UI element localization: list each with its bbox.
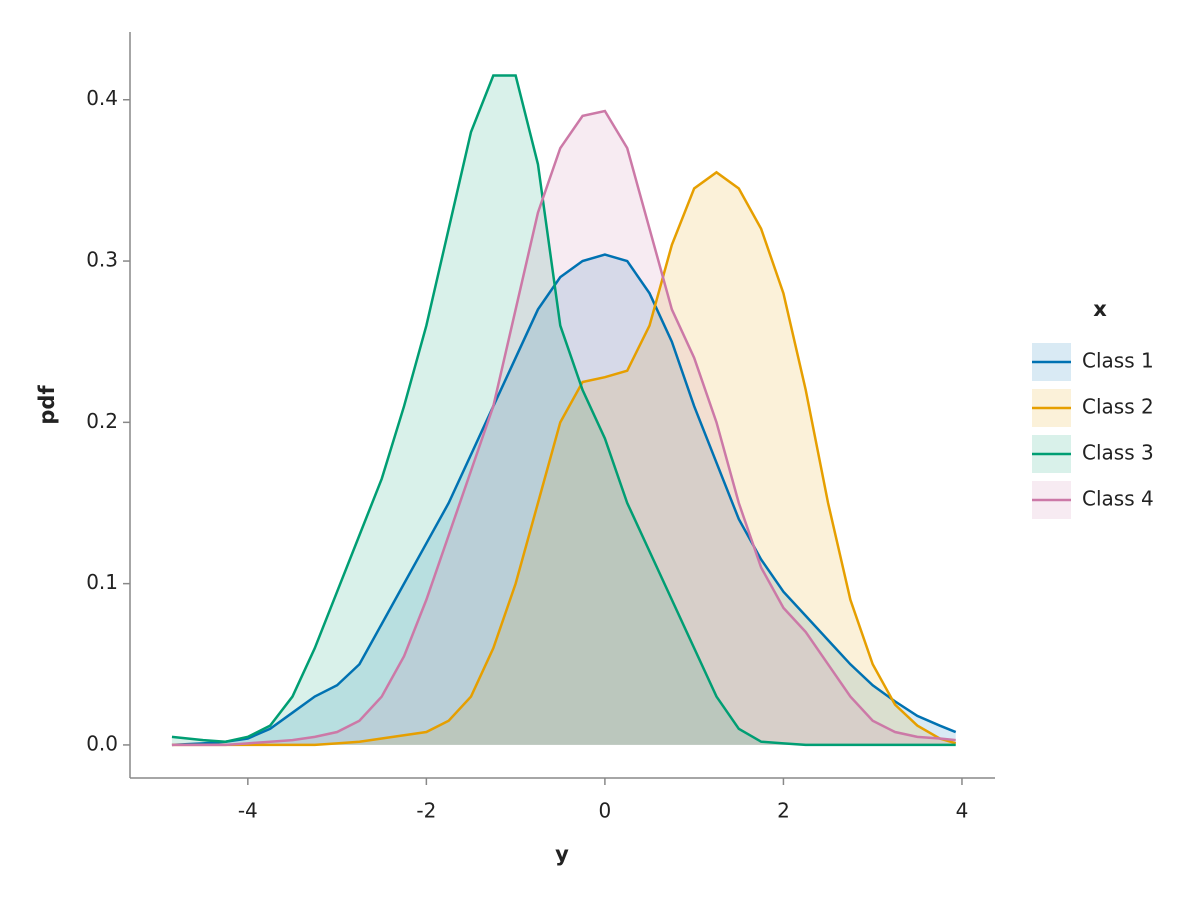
y-tick-label: 0.1 (86, 570, 118, 594)
x-axis-label: y (555, 842, 569, 866)
y-tick-label: 0.3 (86, 248, 118, 272)
legend-label: Class 1 (1082, 349, 1154, 373)
density-line (171, 253, 957, 747)
density-line (171, 109, 956, 747)
density-area (171, 75, 956, 745)
density-area (171, 111, 956, 745)
legend-label: Class 3 (1082, 441, 1154, 465)
density-line (171, 170, 957, 747)
y-axis-label: pdf (35, 385, 59, 425)
y-tick-label: 0.4 (86, 86, 118, 110)
density-area (171, 254, 956, 745)
legend-label: Class 2 (1082, 395, 1154, 419)
x-tick-label: -2 (416, 799, 436, 823)
x-tick-label: 0 (599, 799, 612, 823)
x-tick-label: -4 (238, 799, 258, 823)
x-tick-label: 4 (956, 799, 969, 823)
density-line (171, 74, 956, 747)
y-tick-label: 0.0 (86, 731, 118, 755)
legend-label: Class 4 (1082, 487, 1154, 511)
legend-title: x (1093, 297, 1107, 321)
density-area (171, 172, 956, 745)
y-tick-label: 0.2 (86, 409, 118, 433)
x-tick-label: 2 (777, 799, 790, 823)
